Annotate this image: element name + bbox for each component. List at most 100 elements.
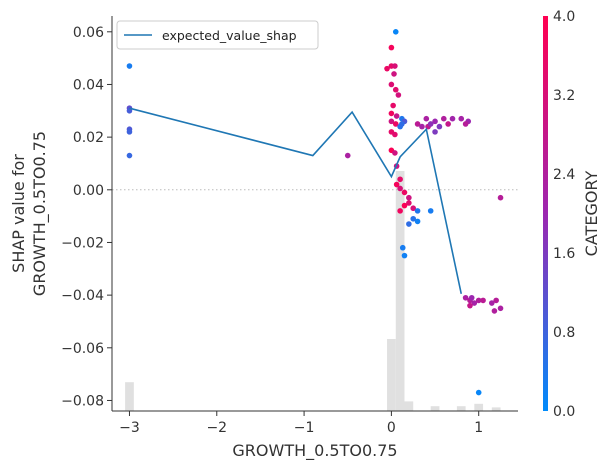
scatter-point — [126, 63, 133, 69]
y-axis-label-line-1: SHAP value for — [9, 154, 28, 273]
legend-entry-label: expected_value_shap — [162, 28, 297, 43]
scatter-point — [410, 205, 417, 212]
x-tick-label: −3 — [119, 420, 140, 436]
colorbar-tick-label: 3.2 — [553, 88, 575, 104]
histogram-layer — [125, 171, 501, 411]
x-tick-label: 1 — [474, 420, 483, 436]
scatter-point — [406, 200, 412, 206]
histogram-bar — [395, 171, 405, 411]
scatter-point — [427, 121, 434, 127]
histogram-bar — [474, 403, 484, 411]
scatter-point — [393, 113, 400, 119]
colorbar — [543, 16, 548, 411]
scatter-point — [414, 121, 421, 127]
y-tick-label: −0.02 — [61, 235, 104, 251]
x-tick-label: 0 — [387, 420, 396, 436]
scatter-point — [392, 29, 399, 35]
scatter-point — [399, 244, 406, 251]
scatter-point — [388, 44, 395, 51]
expected-value-line — [129, 107, 463, 294]
y-tick-label: −0.08 — [61, 393, 104, 409]
y-tick-label: −0.04 — [61, 288, 104, 304]
colorbar-tick-label: 0.8 — [553, 325, 575, 341]
scatter-point — [384, 65, 390, 72]
histogram-bar — [491, 407, 501, 411]
scatter-point — [392, 121, 399, 127]
colorbar-label: CATEGORY — [582, 170, 601, 256]
scatter-point — [126, 129, 133, 135]
histogram-bar — [404, 401, 414, 411]
scatter-point — [423, 115, 430, 122]
scatter-point — [475, 389, 482, 396]
scatter-point — [397, 176, 403, 183]
scatter-point — [440, 115, 447, 122]
scatter-layer — [126, 29, 504, 396]
scatter-point — [393, 181, 400, 188]
scatter-point — [401, 189, 408, 196]
scatter-point — [392, 150, 398, 156]
scatter-point — [462, 294, 469, 301]
histogram-bar — [430, 406, 440, 411]
scatter-point — [462, 121, 469, 127]
scatter-point — [391, 71, 397, 77]
histogram-bar — [456, 406, 466, 411]
scatter-point — [493, 297, 499, 304]
scatter-point — [392, 63, 398, 69]
scatter-point — [126, 152, 133, 159]
y-axis-ticks: 0.06 0.04 0.02 0.00 −0.02 −0.04 −0.06 −0.08 — [61, 25, 112, 409]
scatter-point — [427, 208, 434, 214]
scatter-point — [471, 300, 478, 306]
y-tick-label: −0.06 — [61, 341, 104, 357]
scatter-point — [497, 194, 504, 201]
legend: expected_value_shap — [116, 20, 319, 50]
legend-box — [116, 20, 319, 50]
scatter-point — [436, 123, 443, 130]
scatter-point — [491, 308, 498, 314]
x-axis-label: GROWTH_0.5TO0.75 — [232, 441, 397, 461]
scatter-point — [399, 121, 405, 127]
scatter-point — [344, 152, 351, 159]
colorbar-tick-label: 2.4 — [553, 167, 575, 183]
scatter-point — [497, 305, 504, 312]
x-axis-ticks: −3 −2 −1 0 1 — [119, 411, 483, 436]
x-tick-label: −2 — [206, 420, 227, 436]
colorbar-tick-label: 4.0 — [553, 9, 575, 25]
scatter-point — [401, 202, 408, 209]
x-tick-label: −1 — [294, 420, 315, 436]
scatter-point — [432, 118, 438, 125]
scatter-point — [388, 118, 395, 125]
scatter-point — [410, 215, 417, 222]
scatter-point — [445, 121, 451, 127]
y-tick-label: 0.02 — [73, 130, 104, 146]
scatter-point — [395, 92, 402, 98]
scatter-point — [432, 129, 438, 135]
colorbar-tick-label: 0.0 — [553, 404, 575, 420]
scatter-point — [392, 131, 398, 138]
y-tick-label: 0.00 — [73, 183, 104, 199]
scatter-point — [397, 208, 403, 214]
y-axis-label-line-2: GROWTH_0.5TO0.75 — [30, 131, 50, 296]
colorbar-tick-label: 1.6 — [553, 246, 575, 262]
scatter-point — [406, 221, 412, 227]
colorbar-ticks: 0.0 0.8 1.6 2.4 3.2 4.0 — [553, 9, 575, 420]
y-tick-label: 0.06 — [73, 25, 104, 41]
scatter-point — [406, 194, 412, 201]
scatter-point — [480, 297, 486, 304]
scatter-point — [419, 123, 425, 130]
scatter-point — [401, 252, 408, 259]
scatter-point — [449, 115, 456, 122]
histogram-bar — [387, 339, 396, 411]
scatter-point — [467, 302, 473, 309]
scatter-point — [475, 297, 482, 304]
scatter-point — [414, 218, 421, 225]
scatter-point — [126, 108, 133, 114]
scatter-point — [468, 294, 475, 301]
scatter-point — [388, 81, 395, 88]
scatter-point — [397, 185, 403, 192]
scatter-point — [392, 86, 399, 93]
scatter-point — [489, 300, 495, 306]
scatter-point — [390, 102, 396, 109]
histogram-bar — [125, 382, 134, 411]
scatter-point — [388, 110, 395, 117]
